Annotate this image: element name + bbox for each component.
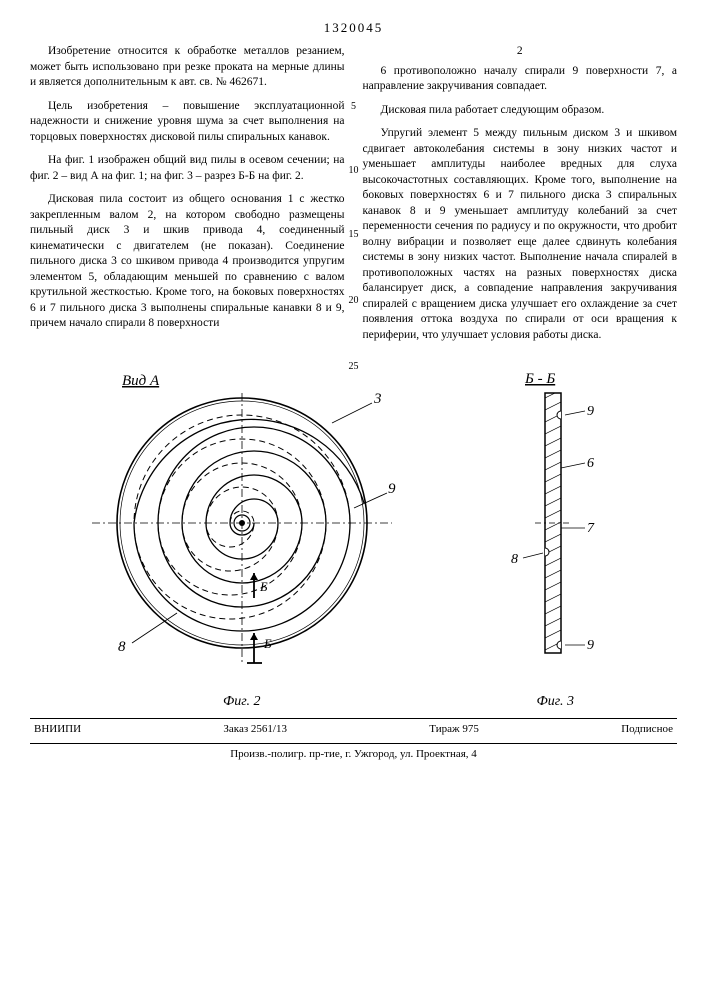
line-number: 10	[345, 164, 363, 178]
body-paragraph: Дисковая пила состоит из общего основани…	[30, 192, 345, 332]
footer-divider-1	[30, 718, 677, 719]
fig2-label-8: 8	[118, 639, 126, 655]
footer-line-1: ВНИИПИ Заказ 2561/13 Тираж 975 Подписное	[30, 723, 677, 735]
body-paragraph: На фиг. 1 изображен общий вид пилы в осе…	[30, 153, 345, 184]
footer-org: ВНИИПИ	[34, 723, 81, 735]
figure-3: Б - Б	[485, 363, 625, 710]
footer-order: Заказ 2561/13	[223, 723, 287, 735]
fig3-label-7: 7	[587, 521, 595, 536]
fig3-label-6: 6	[587, 456, 594, 471]
fig3-label-9b: 9	[587, 638, 594, 653]
document-number: 1320045	[30, 20, 677, 36]
footer-tirazh: Тираж 975	[429, 723, 479, 735]
fig2-caption: Фиг. 2	[82, 694, 402, 710]
fig2-section-b2: Б	[259, 579, 268, 594]
body-paragraph: Дисковая пила работает следующим образом…	[363, 103, 678, 119]
fig2-svg: Вид A Б Б	[82, 363, 402, 683]
body-paragraph: Упругий элемент 5 между пильным диском 3…	[363, 126, 678, 343]
fig3-label-8: 8	[511, 552, 518, 567]
figures-row: Вид A Б Б	[30, 363, 677, 710]
right-column: 2 6 противоположно началу спирали 9 пове…	[363, 44, 678, 351]
body-paragraph: Цель изобретения – повышение эксплуатаци…	[30, 99, 345, 146]
fig3-caption: Фиг. 3	[485, 694, 625, 710]
footer-address: Произв.-полигр. пр-тие, г. Ужгород, ул. …	[30, 748, 677, 760]
col-page-number: 2	[363, 44, 678, 60]
fig2-view-label: Вид A	[122, 373, 160, 389]
left-column: Изобретение относится к обработке металл…	[30, 44, 345, 351]
line-number: 25	[345, 360, 363, 374]
line-number: 15	[345, 228, 363, 242]
fig2-label-9: 9	[388, 481, 396, 497]
fig2-label-3: 3	[373, 391, 382, 407]
fig3-section-label: Б - Б	[524, 371, 555, 387]
text-columns: Изобретение относится к обработке металл…	[30, 44, 677, 351]
fig3-label-9a: 9	[587, 404, 594, 419]
line-number: 20	[345, 294, 363, 308]
footer-divider-2	[30, 743, 677, 744]
figure-2: Вид A Б Б	[82, 363, 402, 710]
fig2-section-b1: Б	[263, 636, 272, 651]
body-paragraph: 6 противоположно началу спирали 9 поверх…	[363, 64, 678, 95]
footer-sub: Подписное	[621, 723, 673, 735]
fig3-svg: Б - Б	[485, 363, 625, 683]
body-paragraph: Изобретение относится к обработке металл…	[30, 44, 345, 91]
line-number: 5	[345, 100, 363, 114]
